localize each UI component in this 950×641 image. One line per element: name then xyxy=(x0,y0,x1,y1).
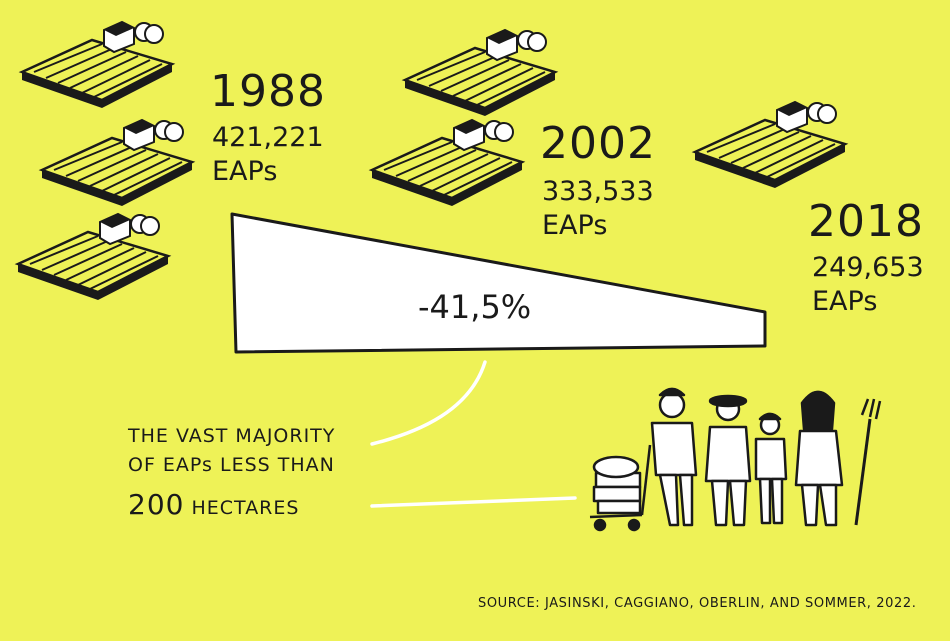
note-line-3: 200 HECTARES xyxy=(128,483,335,526)
hand-cart-icon xyxy=(589,444,652,532)
count-unit: EAPs xyxy=(542,210,608,241)
count-value: 333,533 xyxy=(542,176,654,207)
note-line-1: THE VAST MAJORITY xyxy=(128,425,336,447)
year-label: 2002 xyxy=(540,118,656,169)
count-value: 421,221 xyxy=(212,122,324,153)
count-unit: EAPs xyxy=(812,286,878,317)
year-label: 1988 xyxy=(210,66,326,117)
year-label: 2018 xyxy=(808,196,924,247)
count-unit: EAPs xyxy=(212,156,278,187)
source-credit: SOURCE: JASINSKI, CAGGIANO, OBERLIN, AND… xyxy=(478,596,917,611)
note-number: 200 xyxy=(128,487,185,521)
count-value: 249,653 xyxy=(812,252,924,283)
note-line-2: OF EAPs LESS THAN xyxy=(128,454,335,477)
change-percent: -41,5% xyxy=(418,288,532,326)
note-unit: HECTARES xyxy=(191,496,300,519)
majority-note: THE VAST MAJORITY OF EAPs LESS THAN 200 … xyxy=(128,422,335,526)
farmers-group-icon xyxy=(589,387,882,532)
